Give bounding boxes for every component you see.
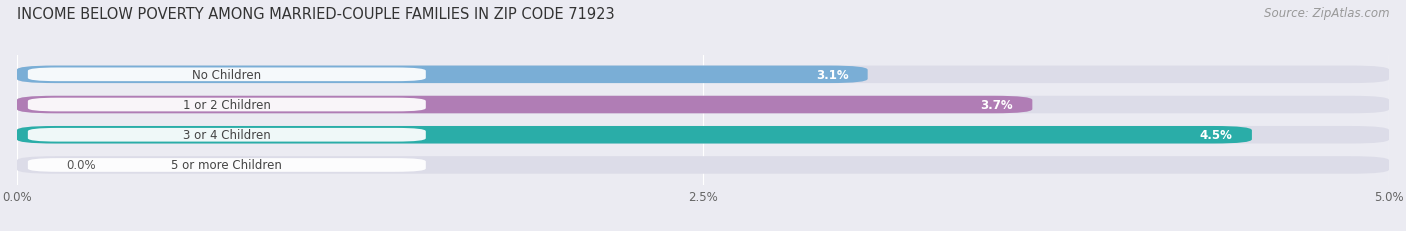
Text: 3 or 4 Children: 3 or 4 Children (183, 129, 271, 142)
FancyBboxPatch shape (17, 157, 1389, 174)
Text: INCOME BELOW POVERTY AMONG MARRIED-COUPLE FAMILIES IN ZIP CODE 71923: INCOME BELOW POVERTY AMONG MARRIED-COUPL… (17, 7, 614, 22)
FancyBboxPatch shape (28, 158, 426, 172)
Text: 0.0%: 0.0% (66, 159, 96, 172)
Text: No Children: No Children (193, 69, 262, 82)
FancyBboxPatch shape (17, 96, 1389, 114)
FancyBboxPatch shape (28, 68, 426, 82)
FancyBboxPatch shape (28, 128, 426, 142)
Text: 3.1%: 3.1% (815, 69, 848, 82)
Text: 4.5%: 4.5% (1199, 129, 1233, 142)
FancyBboxPatch shape (17, 126, 1251, 144)
FancyBboxPatch shape (17, 126, 1389, 144)
FancyBboxPatch shape (17, 96, 1032, 114)
FancyBboxPatch shape (28, 98, 426, 112)
Text: Source: ZipAtlas.com: Source: ZipAtlas.com (1264, 7, 1389, 20)
FancyBboxPatch shape (17, 66, 1389, 84)
FancyBboxPatch shape (17, 66, 868, 84)
Text: 5 or more Children: 5 or more Children (172, 159, 283, 172)
Text: 1 or 2 Children: 1 or 2 Children (183, 99, 271, 112)
Text: 3.7%: 3.7% (980, 99, 1014, 112)
